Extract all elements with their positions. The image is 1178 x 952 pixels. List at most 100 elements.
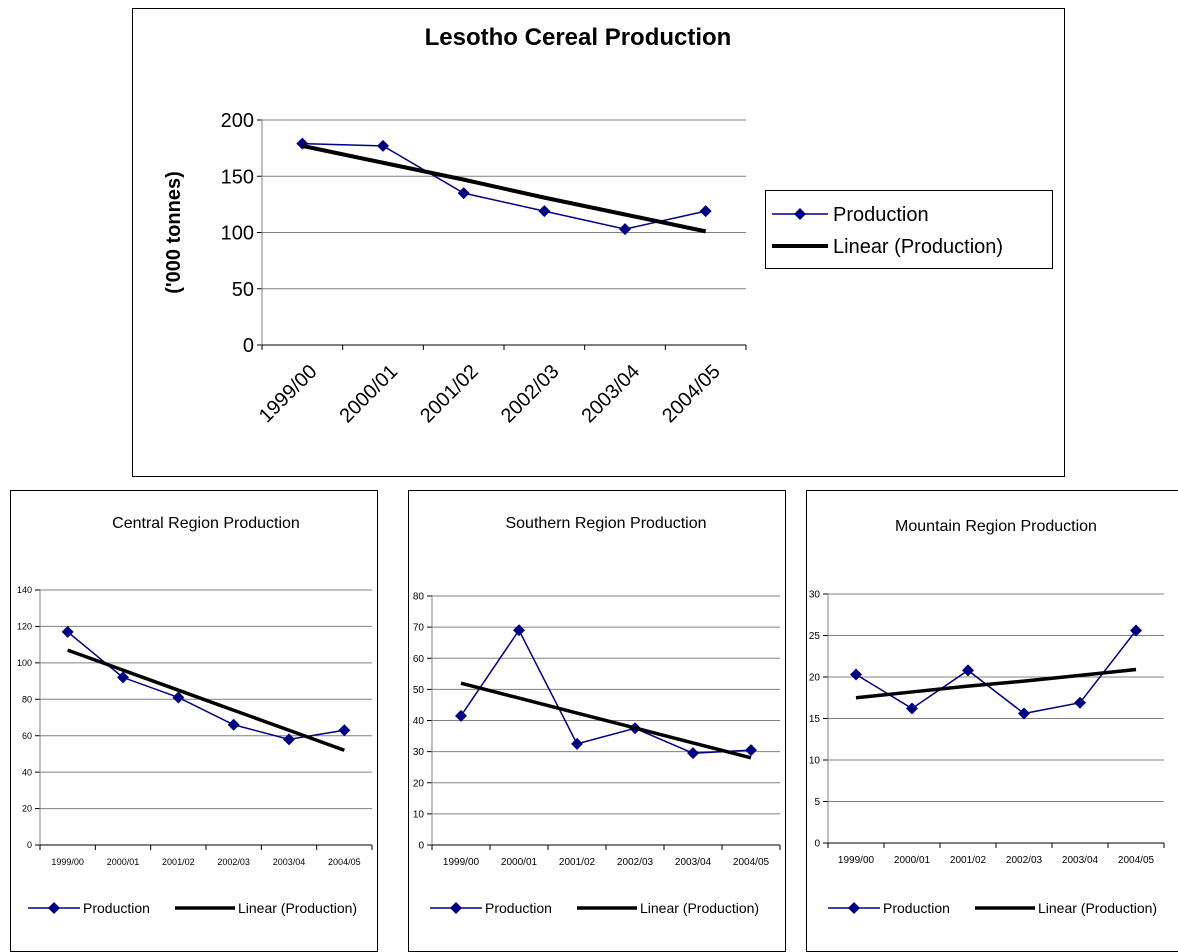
y-tick-label: 20 <box>413 778 425 789</box>
y-tick-label: 30 <box>809 590 821 601</box>
marker <box>850 668 862 681</box>
marker <box>619 223 631 236</box>
marker <box>687 747 699 760</box>
marker <box>283 733 295 746</box>
marker <box>1074 696 1086 709</box>
y-tick-label: 70 <box>413 623 425 634</box>
legend-marker <box>794 208 806 220</box>
chart-frame <box>806 490 1178 952</box>
y-tick-label: 10 <box>809 756 821 767</box>
x-tick-label: 2001/02 <box>162 857 195 867</box>
marker <box>745 744 757 757</box>
x-tick-label: 2000/01 <box>107 857 140 867</box>
data-line <box>302 142 706 230</box>
legend-label: Linear (Production) <box>833 236 1003 258</box>
y-tick-label: 80 <box>22 694 32 704</box>
legend-label: Production <box>833 204 929 226</box>
y-axis-title: ('000 tonnes) <box>163 171 185 294</box>
legend-marker <box>848 902 860 914</box>
y-tick-label: 0 <box>814 839 820 850</box>
y-tick-label: 100 <box>17 658 32 668</box>
chart: Mountain Region Production 0 5 10 15 20 25 30 19… <box>806 490 1178 952</box>
chart: Central Region Production 0 20 40 60 80 100 120… <box>10 490 378 952</box>
marker <box>1018 707 1030 720</box>
y-tick-label: 15 <box>809 714 821 725</box>
y-tick-label: 25 <box>809 631 821 642</box>
marker <box>117 671 129 684</box>
y-tick-label: 0 <box>418 841 424 852</box>
legend-label: Linear (Production) <box>1038 900 1157 916</box>
marker <box>455 709 467 722</box>
y-tick-label: 0 <box>27 840 32 850</box>
chart-title: Southern Region Production <box>505 515 706 532</box>
y-tick-label: 60 <box>413 654 425 665</box>
legend-label: Production <box>83 900 150 916</box>
legend-marker <box>48 902 60 914</box>
y-tick-label: 120 <box>17 622 32 632</box>
x-tick-label: 2000/01 <box>501 857 538 868</box>
legend-label: Production <box>883 900 950 916</box>
marker <box>457 187 470 200</box>
x-tick-label: 2004/05 <box>328 857 361 867</box>
legend-box <box>765 190 1053 269</box>
marker <box>962 664 974 677</box>
data-line <box>460 628 752 754</box>
chart: Southern Region Production 0 10 20 30 40 50 60 7… <box>408 490 786 952</box>
marker <box>61 625 74 638</box>
chart-frame <box>10 490 378 952</box>
x-tick-label: 2002/03 <box>1006 855 1043 866</box>
y-tick-label: 20 <box>22 804 32 814</box>
y-tick-label: 80 <box>413 592 425 603</box>
y-tick-label: 20 <box>809 673 821 684</box>
marker <box>338 724 351 737</box>
x-tick-label: 2003/04 <box>273 857 306 867</box>
legend-label: Linear (Production) <box>640 900 759 916</box>
chart-title: Lesotho Cereal Production <box>425 24 732 51</box>
trend-line <box>301 143 707 234</box>
x-tick-label: 1999/00 <box>51 857 84 867</box>
x-tick-label: 2003/04 <box>1062 855 1099 866</box>
x-tick-label: 2004/05 <box>1118 855 1155 866</box>
x-tick-label: 1999/00 <box>443 857 480 868</box>
marker <box>538 205 551 218</box>
marker <box>906 702 918 715</box>
y-tick-label: 60 <box>22 731 32 741</box>
x-tick-label: 1999/00 <box>838 855 875 866</box>
data-line <box>855 630 1137 715</box>
y-tick-label: 10 <box>413 809 425 820</box>
y-tick-label: 30 <box>413 747 425 758</box>
x-tick-label: 2001/02 <box>559 857 596 868</box>
marker <box>1130 624 1142 637</box>
x-tick-label: 2000/01 <box>894 855 931 866</box>
y-tick-label: 200 <box>221 110 254 132</box>
y-tick-label: 0 <box>243 335 254 357</box>
y-tick-label: 40 <box>413 716 425 727</box>
marker <box>227 718 240 731</box>
marker <box>513 624 525 637</box>
x-tick-label: 2002/03 <box>217 857 250 867</box>
y-tick-label: 50 <box>413 685 425 696</box>
x-tick-label: 2003/04 <box>675 857 712 868</box>
chart-title: Mountain Region Production <box>895 518 1097 535</box>
marker <box>699 205 712 218</box>
y-tick-label: 150 <box>221 166 254 188</box>
trend-line <box>460 681 752 760</box>
y-tick-label: 100 <box>221 223 254 245</box>
y-tick-label: 50 <box>232 279 254 301</box>
y-tick-label: 140 <box>17 585 32 595</box>
legend-marker <box>450 902 462 914</box>
y-tick-label: 5 <box>814 797 820 808</box>
y-tick-label: 40 <box>22 767 32 777</box>
trend-line <box>855 667 1137 700</box>
marker <box>172 691 185 704</box>
data-line <box>67 631 345 741</box>
marker <box>571 737 583 750</box>
marker <box>377 139 389 152</box>
x-tick-label: 2004/05 <box>733 857 770 868</box>
x-tick-label: 2002/03 <box>617 857 654 868</box>
legend-label: Production <box>485 900 552 916</box>
chart-title: Central Region Production <box>112 515 300 532</box>
legend-label: Linear (Production) <box>238 900 357 916</box>
trend-line <box>67 648 345 752</box>
